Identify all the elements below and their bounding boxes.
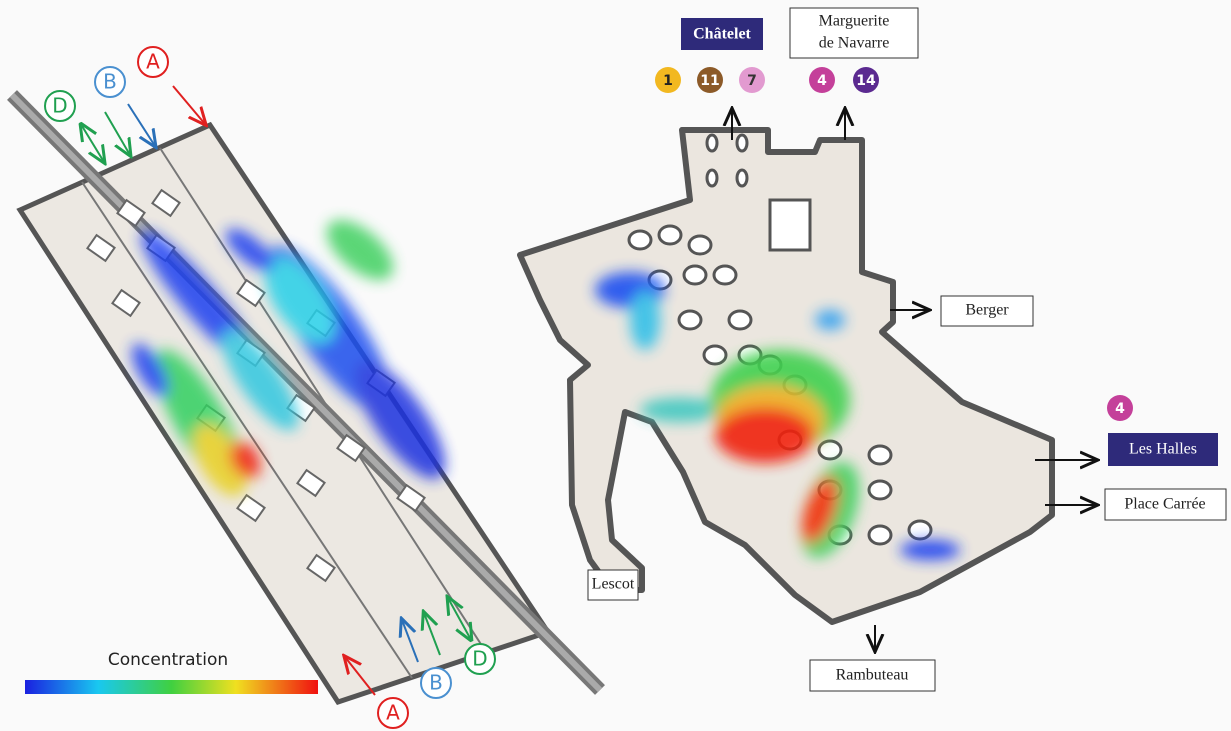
marker-label: B <box>103 70 117 94</box>
station-label: Marguerite <box>819 13 890 30</box>
station-label: Les Halles <box>1129 441 1197 458</box>
line-number: 1 <box>663 73 673 89</box>
line-badge <box>809 67 835 93</box>
colorbar <box>25 680 318 694</box>
exit-label: Rambuteau <box>836 667 909 684</box>
marker-label: D <box>52 94 67 118</box>
track <box>9 92 603 693</box>
marker-circles <box>44 46 496 729</box>
line-number: 4 <box>817 73 827 89</box>
line-badge <box>739 67 765 93</box>
line-badge <box>853 67 879 93</box>
concentration-field <box>131 220 446 497</box>
line-number: 11 <box>700 73 719 89</box>
line-badge <box>697 67 723 93</box>
left-view: D B A A B D Concentration <box>7 46 605 729</box>
void <box>768 198 812 252</box>
line-badge <box>1107 395 1133 421</box>
label-box <box>809 659 936 692</box>
label-box <box>681 18 763 50</box>
station-label: de Navarre <box>819 35 890 52</box>
line-number: 14 <box>856 73 876 89</box>
label-box <box>1104 488 1227 521</box>
marker-label: D <box>472 647 487 671</box>
marker-label: A <box>146 50 160 74</box>
line-number: 7 <box>747 73 757 89</box>
flow-arrows <box>82 85 470 696</box>
right-view: Châtelet Marguerite de Navarre 1 11 7 4 … <box>517 7 1227 692</box>
exit-label: Place Carrée <box>1124 496 1205 513</box>
label-box <box>1108 433 1218 466</box>
legend-title: Concentration <box>108 650 228 670</box>
exit-label: Lescot <box>592 576 635 593</box>
line-badge <box>655 67 681 93</box>
divider <box>81 181 413 679</box>
marker-label: B <box>429 671 443 695</box>
concentration-field <box>595 272 960 560</box>
label-box <box>587 569 639 601</box>
label-box <box>940 295 1034 327</box>
label-box <box>789 7 919 59</box>
exit-arrows <box>732 110 1096 650</box>
line-number: 4 <box>1115 401 1125 417</box>
station-label: Châtelet <box>693 26 751 43</box>
exit-label: Berger <box>965 302 1009 319</box>
marker-label: A <box>386 701 400 725</box>
